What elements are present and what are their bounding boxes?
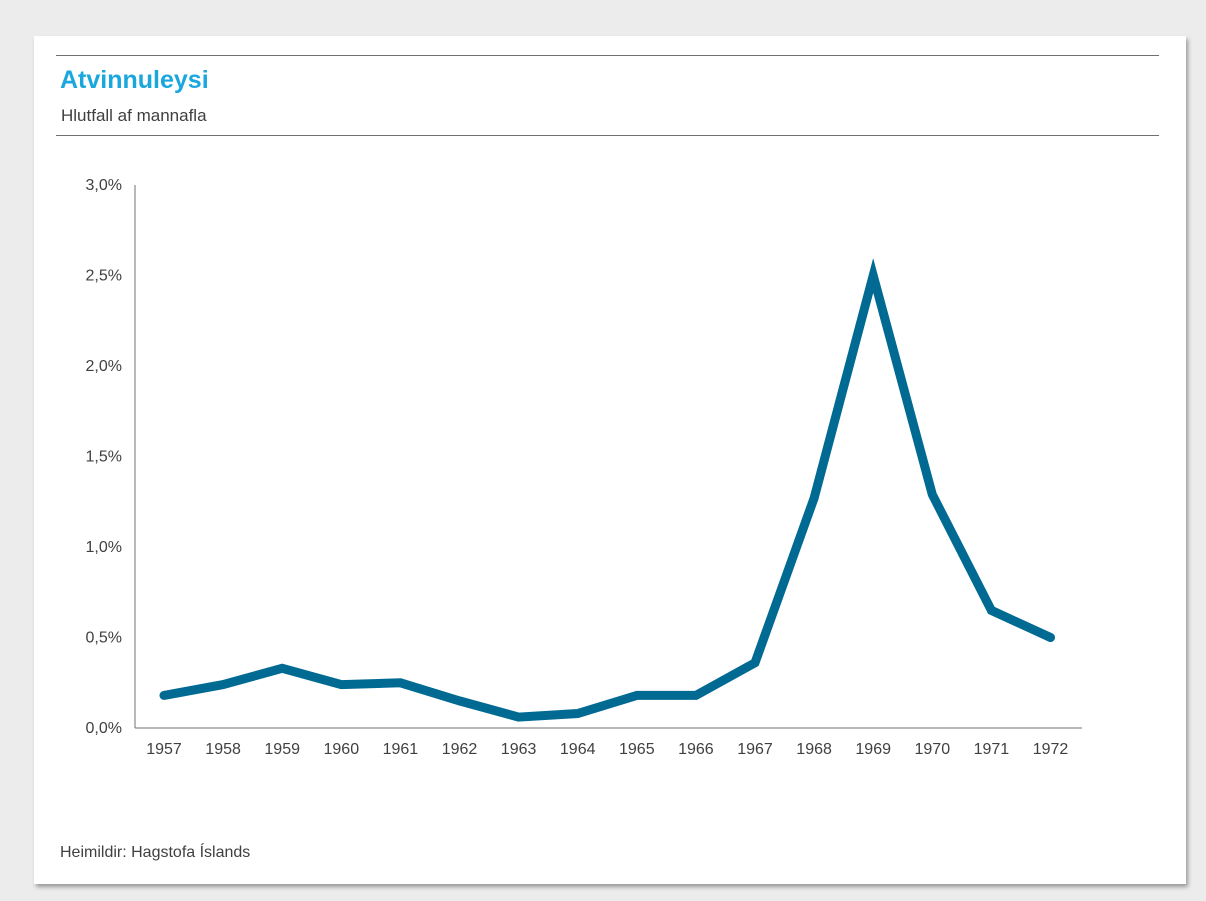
data-point-1964	[577, 713, 579, 715]
source-note: Heimildir: Hagstofa Íslands	[60, 844, 251, 861]
x-tick-label: 1964	[560, 741, 596, 758]
x-tick-label: 1968	[796, 741, 832, 758]
data-point-1970	[931, 494, 933, 496]
y-tick-label: 0,5%	[86, 630, 122, 647]
y-tick-label: 3,0%	[86, 177, 122, 194]
data-point-1962	[459, 700, 461, 702]
top-divider	[56, 55, 1159, 56]
data-point-1965	[636, 694, 638, 696]
data-point-1968	[813, 497, 815, 499]
chart-card: Atvinnuleysi Hlutfall af mannafla 0,0% 0,…	[34, 36, 1186, 884]
x-tick-label: 1969	[855, 741, 891, 758]
x-tick-label: 1971	[974, 741, 1010, 758]
header-divider	[56, 135, 1159, 136]
series-group	[159, 258, 1055, 722]
x-tick-label: 1967	[737, 741, 773, 758]
data-point-1960	[340, 684, 342, 686]
x-tick-label: 1965	[619, 741, 655, 758]
chart-subtitle: Hlutfall af mannafla	[61, 106, 207, 125]
data-point-1969	[872, 275, 874, 277]
y-axis-ticks: 0,0% 0,5% 1,0% 1,5% 2,0% 2,5% 3,0%	[86, 177, 122, 737]
x-tick-label: 1972	[1033, 741, 1069, 758]
data-point-1972	[1050, 637, 1052, 639]
x-tick-label: 1960	[324, 741, 360, 758]
y-tick-label: 0,0%	[86, 720, 122, 737]
x-tick-label: 1970	[915, 741, 951, 758]
x-tick-label: 1962	[442, 741, 478, 758]
chart-title: Atvinnuleysi	[60, 66, 209, 94]
series-line	[159, 258, 1055, 722]
x-tick-label: 1958	[205, 741, 241, 758]
x-tick-label: 1963	[501, 741, 537, 758]
x-axis-ticks: 1957 1958 1959 1960 1961 1962 1963 1964 1965 1966…	[146, 741, 1068, 758]
data-point-1961	[399, 682, 401, 684]
x-tick-label: 1961	[383, 741, 419, 758]
y-tick-label: 1,0%	[86, 539, 122, 556]
data-point-1963	[518, 716, 520, 718]
y-tick-label: 1,5%	[86, 449, 122, 466]
axes	[134, 185, 1082, 729]
y-tick-label: 2,5%	[86, 268, 122, 285]
line-chart: 0,0%0,5%1,0%1,5%2,0%2,5%3,0% 1957 1958 195…	[86, 177, 1082, 758]
x-tick-label: 1966	[678, 741, 714, 758]
data-point-1966	[695, 694, 697, 696]
y-tick-label: 2,0%	[86, 358, 122, 375]
x-tick-label: 1957	[146, 741, 182, 758]
data-point-1971	[990, 609, 992, 611]
data-point-1967	[754, 662, 756, 664]
x-tick-label: 1959	[264, 741, 300, 758]
data-point-1957	[163, 694, 165, 696]
data-point-1958	[222, 684, 224, 686]
data-point-1959	[281, 667, 283, 669]
